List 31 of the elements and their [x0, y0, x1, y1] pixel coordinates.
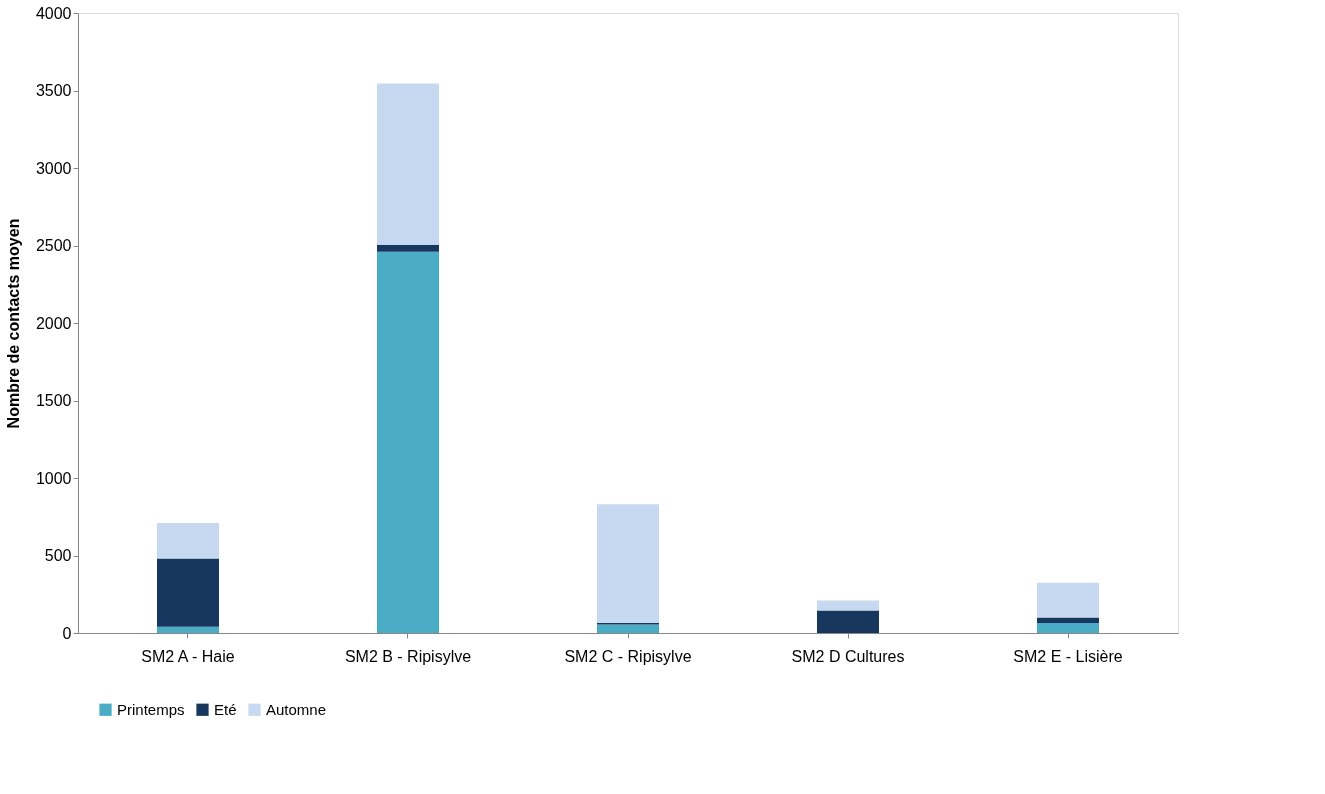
y-tick-label: 4000	[35, 4, 72, 22]
y-tick-label: 500	[44, 547, 72, 564]
legend-label: Automne	[266, 700, 327, 718]
bar	[817, 610, 879, 633]
bar	[1037, 617, 1099, 623]
bar	[1037, 582, 1099, 618]
bar	[597, 504, 659, 623]
x-tick-label: SM2 D Cultures	[791, 647, 905, 665]
legend-label: Eté	[214, 700, 237, 718]
y-tick-label: 3000	[35, 159, 72, 177]
bar	[1037, 622, 1099, 633]
bar	[157, 558, 219, 627]
bar	[377, 83, 439, 245]
bar	[157, 626, 219, 633]
bar	[377, 251, 439, 633]
x-tick-label: SM2 B - Ripisylve	[344, 647, 472, 665]
bar	[597, 624, 659, 633]
bar	[817, 600, 879, 611]
bar	[157, 522, 219, 559]
bar	[377, 244, 439, 252]
legend-label: Printemps	[117, 700, 185, 718]
y-tick-label: 2000	[35, 314, 72, 332]
y-tick-label: 1500	[35, 392, 72, 409]
y-tick-label: 1000	[35, 469, 72, 487]
x-tick-label: SM2 A - Haie	[141, 647, 235, 665]
y-tick-label: 2500	[35, 237, 72, 254]
y-tick-label: 3500	[35, 82, 72, 99]
y-axis-title: Nombre de contacts moyen	[4, 218, 22, 429]
x-tick-label: SM2 C - Ripisylve	[564, 647, 692, 665]
y-tick-label: 0	[62, 624, 72, 642]
x-tick-label: SM2 E - Lisière	[1013, 647, 1123, 665]
